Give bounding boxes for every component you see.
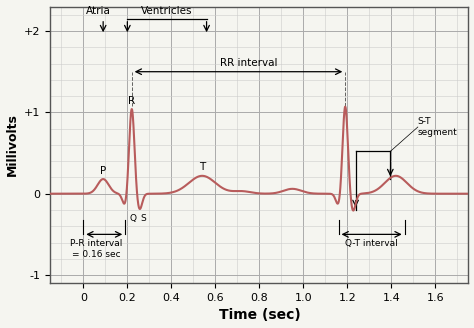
Text: Q: Q bbox=[130, 214, 137, 223]
Y-axis label: Millivolts: Millivolts bbox=[6, 113, 18, 176]
Text: Ventricles: Ventricles bbox=[141, 7, 193, 16]
Text: S-T
segment: S-T segment bbox=[418, 117, 457, 137]
Text: T: T bbox=[199, 162, 205, 172]
Text: P: P bbox=[100, 166, 106, 176]
Text: R: R bbox=[128, 96, 135, 106]
Text: S: S bbox=[140, 214, 146, 223]
Text: RR interval: RR interval bbox=[219, 58, 277, 68]
Text: Atria: Atria bbox=[86, 7, 111, 16]
Text: Q-T interval: Q-T interval bbox=[345, 239, 398, 248]
Text: P-R interval
= 0.16 sec: P-R interval = 0.16 sec bbox=[70, 239, 123, 259]
X-axis label: Time (sec): Time (sec) bbox=[219, 308, 300, 322]
